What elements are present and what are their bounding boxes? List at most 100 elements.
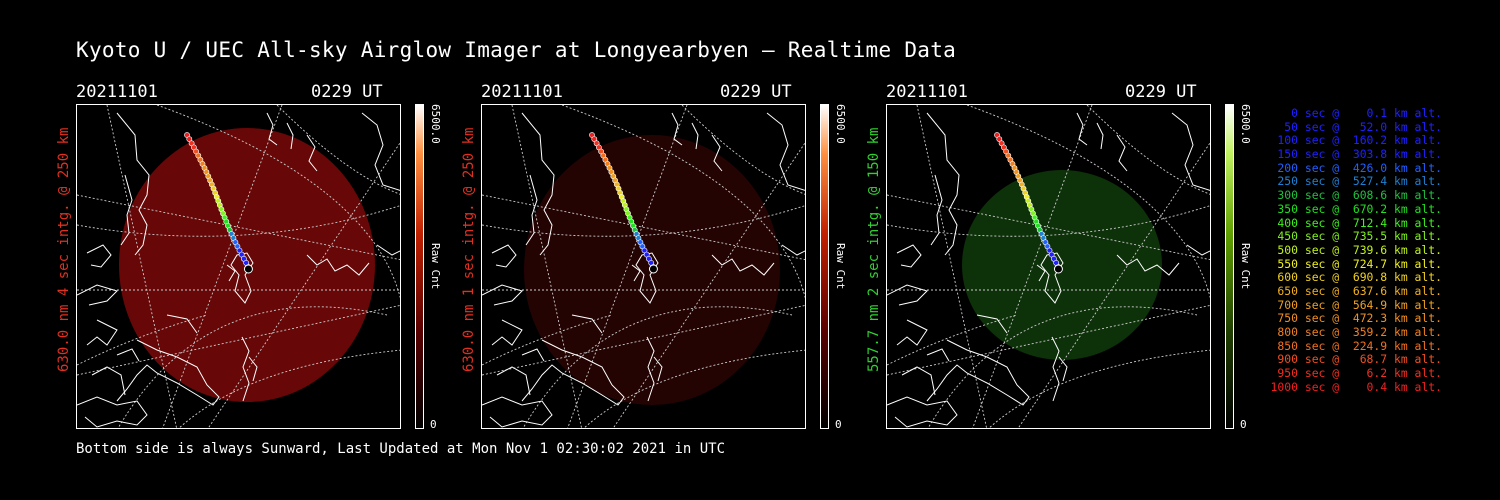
airglow-image-630-1s: [481, 104, 806, 429]
lat-lon-gridline: [482, 314, 613, 366]
legend-row: 350 sec @ 670.2 km alt.: [1270, 201, 1442, 216]
lat-lon-gridline: [178, 349, 400, 428]
lat-lon-gridline: [77, 194, 400, 261]
coastline: [1036, 264, 1046, 282]
colorbar-2: [820, 104, 829, 429]
lat-lon-gridline: [77, 205, 400, 237]
coastline: [930, 174, 943, 246]
legend-row: 150 sec @ 303.8 km alt.: [1270, 147, 1442, 162]
legend-row: 950 sec @ 6.2 km alt.: [1270, 366, 1442, 381]
coastline: [77, 284, 118, 306]
legend-row: 800 sec @ 359.2 km alt.: [1270, 325, 1442, 339]
coastline: [926, 112, 960, 256]
coastline: [1171, 112, 1210, 191]
lat-lon-gridline: [681, 105, 805, 195]
coastline: [691, 122, 699, 150]
coastline: [653, 356, 663, 382]
lat-lon-gridline: [162, 105, 283, 428]
panel-1-ylabel: 630.0 nm 4 sec intg. @ 250 km: [56, 127, 72, 372]
legend-row: 850 sec @ 224.9 km alt.: [1270, 338, 1442, 353]
map-svg: [482, 105, 805, 428]
lat-lon-gridline: [117, 306, 388, 428]
lat-lon-gridline: [77, 314, 208, 366]
launch-site-marker: [1053, 264, 1063, 274]
coastline: [226, 264, 236, 282]
coastline: [571, 314, 603, 334]
coastline: [521, 339, 625, 406]
coastline: [482, 284, 523, 306]
legend-row: 900 sec @ 68.7 km alt.: [1270, 352, 1442, 367]
legend-row: 600 sec @ 690.8 km alt.: [1270, 270, 1442, 285]
lat-lon-gridline: [276, 105, 400, 195]
coastline: [1051, 336, 1060, 402]
coastline: [1096, 122, 1104, 150]
legend-row: 450 sec @ 735.5 km alt.: [1270, 229, 1442, 244]
colorbar-3-label: Raw Cnt: [1239, 243, 1252, 290]
legend-row: 750 sec @ 472.3 km alt.: [1270, 311, 1442, 326]
coastline: [766, 112, 805, 191]
lat-lon-gridline: [887, 314, 1018, 366]
coastline: [1076, 112, 1088, 146]
lat-lon-gridline: [966, 105, 1210, 299]
legend-row: 300 sec @ 608.6 km alt.: [1270, 188, 1442, 203]
coastline: [521, 112, 555, 256]
colorbar-2-label: Raw Cnt: [834, 243, 847, 290]
coastline: [901, 366, 936, 396]
coastline: [711, 134, 723, 172]
coastline: [166, 314, 198, 334]
coastline: [1040, 252, 1064, 304]
panel-1-date: 20211101: [76, 82, 158, 102]
lat-lon-gridline: [482, 304, 805, 376]
panel-1-time: 0229 UT: [311, 82, 383, 102]
lat-lon-gridline: [988, 349, 1210, 428]
legend-row: 550 sec @ 724.7 km alt.: [1270, 256, 1442, 271]
map-svg: [887, 105, 1210, 428]
coastline: [635, 252, 659, 304]
colorbar-2-min: 0: [835, 418, 842, 431]
colorbar-1-label: Raw Cnt: [429, 243, 442, 290]
coastline: [887, 396, 958, 428]
coastline: [781, 244, 805, 256]
coastline: [976, 314, 1008, 334]
coastline: [286, 122, 294, 150]
lat-lon-gridline: [1086, 105, 1210, 195]
launch-site-marker: [648, 264, 658, 274]
coastline: [116, 112, 150, 256]
coastline: [521, 348, 545, 362]
panel-3-time: 0229 UT: [1125, 82, 1197, 102]
lat-lon-gridline: [927, 306, 1198, 428]
coastline: [230, 252, 254, 304]
airglow-image-630-4s: [76, 104, 401, 429]
coastline: [1186, 244, 1210, 256]
launch-site-marker: [243, 264, 253, 274]
legend-row: 100 sec @ 160.2 km alt.: [1270, 133, 1442, 148]
coastline: [376, 244, 400, 256]
coastline: [86, 244, 112, 268]
legend-row: 700 sec @ 564.9 km alt.: [1270, 297, 1442, 312]
coastline: [887, 284, 928, 306]
coastline: [116, 339, 220, 406]
coastline: [896, 319, 928, 346]
legend-row: 250 sec @ 527.4 km alt.: [1270, 174, 1442, 189]
coastline: [646, 336, 655, 402]
lat-lon-gridline: [567, 105, 688, 428]
colorbar-3-min: 0: [1240, 418, 1247, 431]
lat-lon-gridline: [916, 105, 988, 428]
coastline: [120, 174, 133, 246]
coastline: [241, 336, 250, 402]
map-svg: [77, 105, 400, 428]
panel-2-date: 20211101: [481, 82, 563, 102]
lat-lon-gridline: [887, 304, 1210, 376]
coastline: [711, 254, 775, 276]
coastline: [491, 244, 517, 268]
legend-row: 650 sec @ 637.6 km alt.: [1270, 283, 1442, 298]
coastline: [525, 174, 538, 246]
legend-row: 400 sec @ 712.4 km alt.: [1270, 215, 1442, 230]
lat-lon-gridline: [583, 349, 805, 428]
coastline: [306, 254, 370, 276]
coastline: [896, 244, 922, 268]
coastline: [1058, 356, 1068, 382]
colorbar-2-max: 6500.0: [834, 104, 847, 144]
colorbar-1-min: 0: [430, 418, 437, 431]
lat-lon-gridline: [522, 306, 793, 428]
